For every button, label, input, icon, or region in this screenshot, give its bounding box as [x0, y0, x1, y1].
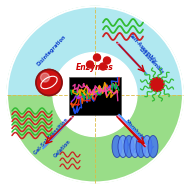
Circle shape — [40, 73, 50, 82]
Ellipse shape — [148, 136, 158, 157]
Text: Gel-Sol Transition: Gel-Sol Transition — [33, 117, 69, 156]
Ellipse shape — [124, 136, 134, 157]
Text: Disassembly: Disassembly — [137, 46, 165, 75]
Ellipse shape — [118, 136, 128, 157]
Text: Gelation: Gelation — [52, 139, 72, 159]
Ellipse shape — [142, 136, 152, 157]
Circle shape — [150, 77, 164, 91]
Ellipse shape — [112, 136, 122, 157]
Text: Morphological: Morphological — [124, 119, 154, 150]
Text: Enzymes: Enzymes — [76, 64, 114, 73]
Circle shape — [7, 6, 183, 183]
Circle shape — [53, 53, 137, 136]
Text: Disintegration: Disintegration — [35, 34, 67, 67]
Ellipse shape — [136, 136, 146, 157]
Circle shape — [100, 63, 107, 70]
Text: Self-Assembly: Self-Assembly — [128, 33, 158, 64]
Circle shape — [36, 70, 62, 95]
Wedge shape — [7, 6, 183, 94]
Ellipse shape — [130, 136, 140, 157]
Circle shape — [104, 57, 111, 64]
Circle shape — [93, 54, 101, 61]
Text: Changes: Changes — [121, 136, 141, 157]
Circle shape — [86, 61, 93, 68]
Bar — [69, 77, 121, 115]
